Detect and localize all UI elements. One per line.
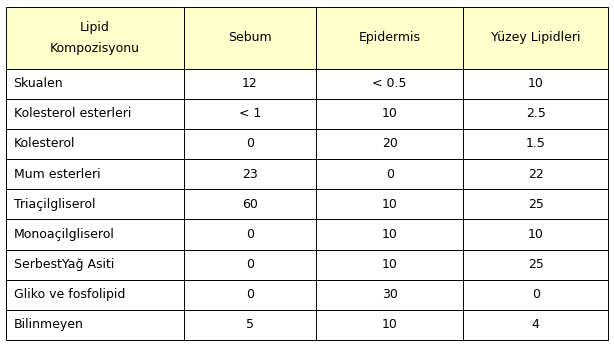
Text: 20: 20 — [382, 137, 398, 151]
Text: 10: 10 — [527, 228, 543, 241]
Text: Monoaçilgliserol: Monoaçilgliserol — [14, 228, 114, 241]
Bar — [316, 280, 464, 310]
Text: 30: 30 — [382, 288, 398, 301]
Text: Bilinmeyen: Bilinmeyen — [14, 319, 84, 331]
Text: 1.5: 1.5 — [526, 137, 546, 151]
Text: Skualen: Skualen — [14, 77, 63, 90]
Bar — [464, 69, 608, 99]
Text: Mum esterleri: Mum esterleri — [14, 168, 100, 181]
Bar — [316, 69, 464, 99]
Bar — [316, 310, 464, 340]
Bar — [184, 249, 316, 280]
Text: 12: 12 — [242, 77, 258, 90]
Text: 0: 0 — [246, 137, 254, 151]
Bar — [6, 310, 184, 340]
Text: 10: 10 — [382, 228, 398, 241]
Text: 5: 5 — [246, 319, 254, 331]
Text: 10: 10 — [382, 107, 398, 120]
Bar — [6, 280, 184, 310]
Bar — [184, 310, 316, 340]
Text: SerbestYağ Asiti: SerbestYağ Asiti — [14, 258, 114, 271]
Text: 0: 0 — [532, 288, 540, 301]
Bar — [464, 129, 608, 159]
Text: Epidermis: Epidermis — [359, 31, 421, 44]
Bar — [184, 7, 316, 69]
Text: < 1: < 1 — [239, 107, 261, 120]
Text: Gliko ve fosfolipid: Gliko ve fosfolipid — [14, 288, 125, 301]
Bar — [316, 159, 464, 189]
Text: Yüzey Lipidleri: Yüzey Lipidleri — [491, 31, 580, 44]
Bar — [316, 249, 464, 280]
Bar — [184, 219, 316, 249]
Text: 10: 10 — [527, 77, 543, 90]
Bar — [316, 7, 464, 69]
Bar — [6, 7, 184, 69]
Text: 10: 10 — [382, 319, 398, 331]
Bar — [316, 189, 464, 219]
Bar — [464, 7, 608, 69]
Bar — [184, 69, 316, 99]
Bar — [184, 129, 316, 159]
Text: 10: 10 — [382, 198, 398, 211]
Bar — [184, 189, 316, 219]
Text: 0: 0 — [246, 258, 254, 271]
Bar — [6, 189, 184, 219]
Bar — [464, 189, 608, 219]
Bar — [6, 129, 184, 159]
Text: 23: 23 — [242, 168, 258, 181]
Text: Kolesterol esterleri: Kolesterol esterleri — [14, 107, 131, 120]
Text: Lipid
Kompozisyonu: Lipid Kompozisyonu — [50, 21, 140, 55]
Bar — [464, 249, 608, 280]
Text: 60: 60 — [242, 198, 258, 211]
Text: 0: 0 — [246, 288, 254, 301]
Bar — [6, 99, 184, 129]
Bar — [184, 99, 316, 129]
Bar — [464, 159, 608, 189]
Bar — [184, 159, 316, 189]
Text: 22: 22 — [528, 168, 543, 181]
Bar — [464, 310, 608, 340]
Bar — [464, 280, 608, 310]
Bar — [6, 69, 184, 99]
Bar — [316, 129, 464, 159]
Bar — [184, 280, 316, 310]
Text: < 0.5: < 0.5 — [373, 77, 407, 90]
Text: 2.5: 2.5 — [526, 107, 546, 120]
Bar — [6, 249, 184, 280]
Text: 10: 10 — [382, 258, 398, 271]
Text: Sebum: Sebum — [228, 31, 271, 44]
Text: 25: 25 — [527, 198, 543, 211]
Bar — [6, 219, 184, 249]
Text: 25: 25 — [527, 258, 543, 271]
Bar — [316, 99, 464, 129]
Bar — [316, 219, 464, 249]
Bar — [6, 159, 184, 189]
Text: 0: 0 — [386, 168, 394, 181]
Bar — [464, 219, 608, 249]
Text: Triaçilgliserol: Triaçilgliserol — [14, 198, 95, 211]
Bar — [464, 99, 608, 129]
Text: 0: 0 — [246, 228, 254, 241]
Text: Kolesterol: Kolesterol — [14, 137, 75, 151]
Text: 4: 4 — [532, 319, 540, 331]
